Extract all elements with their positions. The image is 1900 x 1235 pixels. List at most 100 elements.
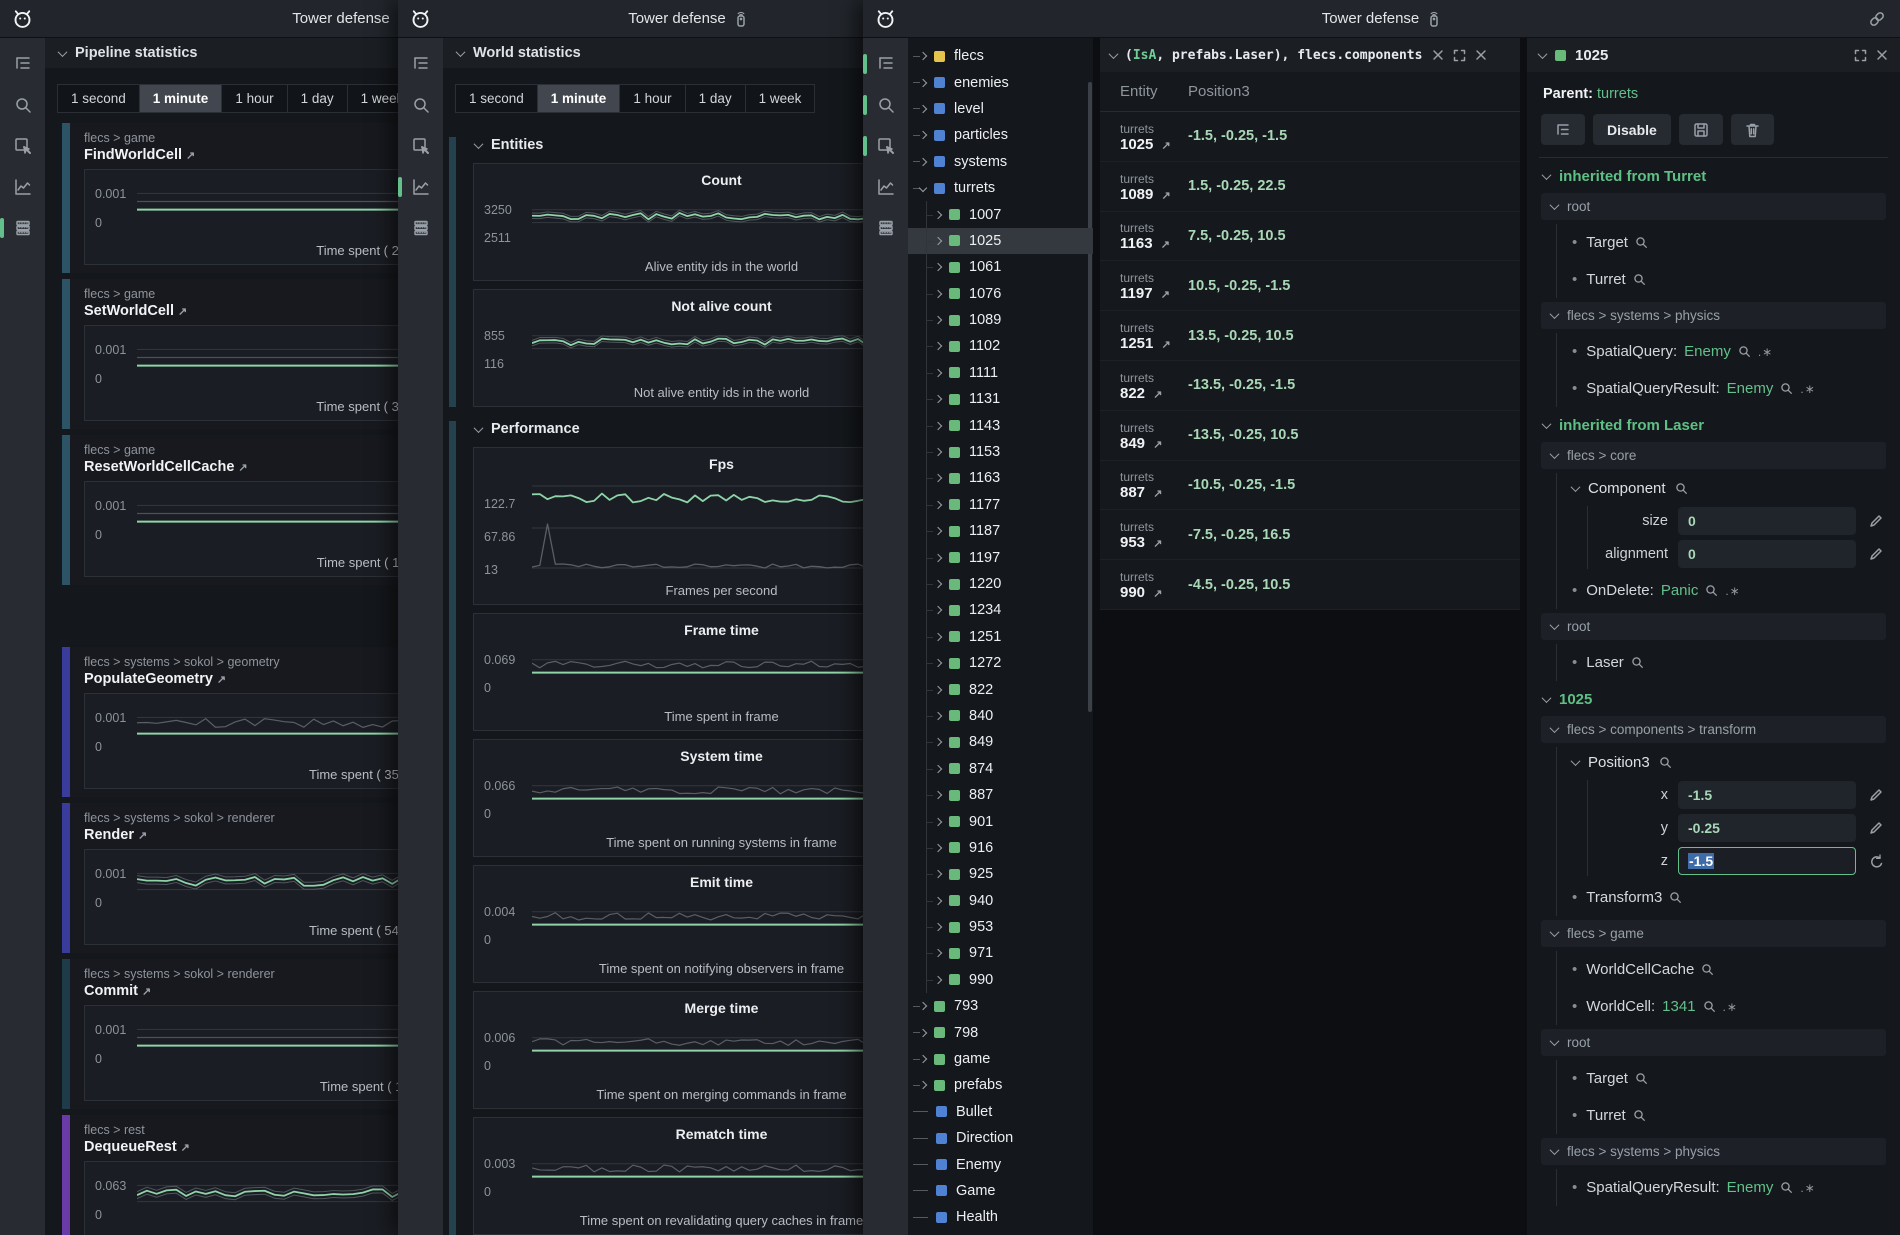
- entity-link[interactable]: 822 ↗: [1120, 384, 1163, 402]
- component-item[interactable]: • SpatialQuery: Enemy .∗: [1572, 343, 1774, 360]
- tree-item-953[interactable]: 953: [908, 913, 1093, 941]
- tree-item-particles[interactable]: particles: [908, 122, 1093, 148]
- table-row[interactable]: turrets 822 ↗ -13.5, -0.25, -1.5: [1100, 361, 1520, 411]
- chart-icon[interactable]: [874, 175, 898, 199]
- component-item[interactable]: • WorldCellCache: [1572, 951, 1886, 988]
- tab-1-hour[interactable]: 1 hour: [222, 85, 288, 112]
- search-icon[interactable]: [1659, 756, 1672, 769]
- tree-item-840[interactable]: 840: [908, 702, 1093, 730]
- inherit-section-header[interactable]: 1025: [1541, 691, 1886, 708]
- tab-1-hour[interactable]: 1 hour: [620, 85, 686, 112]
- tree-icon[interactable]: [863, 52, 898, 76]
- disable-button[interactable]: Disable: [1593, 114, 1671, 145]
- scope-section-bar[interactable]: flecs > systems > physics: [1541, 302, 1886, 329]
- tree-item-1197[interactable]: 1197: [908, 544, 1093, 571]
- tree-item-1251[interactable]: 1251: [908, 623, 1093, 650]
- component-Position3[interactable]: Position3: [1570, 747, 1886, 777]
- search-icon[interactable]: [1738, 345, 1751, 358]
- target-entity-link[interactable]: Panic: [1660, 582, 1699, 599]
- tree-item-925[interactable]: 925: [908, 861, 1093, 888]
- tree-item-1025[interactable]: 1025: [908, 227, 1093, 255]
- component-item[interactable]: • Turret: [1572, 261, 1886, 298]
- tree-icon[interactable]: [11, 52, 35, 76]
- search-icon[interactable]: [1635, 236, 1648, 249]
- field-input[interactable]: 0: [1678, 540, 1856, 568]
- system-name-link[interactable]: ResetWorldCellCache ↗: [84, 459, 248, 475]
- entity-link[interactable]: 1025 ↗: [1120, 135, 1171, 153]
- entity-link[interactable]: 953 ↗: [1120, 534, 1163, 552]
- tab-1-minute[interactable]: 1 minute: [537, 85, 621, 112]
- entity-link[interactable]: 887 ↗: [1120, 484, 1163, 502]
- tree-item-Health[interactable]: Health: [908, 1204, 1093, 1230]
- system-name-link[interactable]: FindWorldCell ↗: [84, 147, 196, 163]
- fullscreen-icon[interactable]: [1453, 49, 1466, 62]
- chart-icon[interactable]: [398, 175, 433, 199]
- inspect-icon[interactable]: [11, 134, 35, 158]
- system-name-link[interactable]: DequeueRest ↗: [84, 1139, 190, 1155]
- tree-item-1007[interactable]: 1007: [908, 201, 1093, 228]
- query-header[interactable]: (IsA, prefabs.Laser), flecs.components: [1100, 38, 1520, 72]
- tab-1-week[interactable]: 1 week: [758, 91, 802, 106]
- tree-item-901[interactable]: 901: [908, 808, 1093, 835]
- component-Component[interactable]: Component: [1570, 473, 1886, 503]
- target-entity-link[interactable]: Enemy: [1726, 1179, 1774, 1196]
- clear-query-icon[interactable]: [1432, 49, 1444, 61]
- edit-pencil-icon[interactable]: [1866, 547, 1886, 561]
- search-icon[interactable]: [1675, 482, 1688, 495]
- tree-item-turrets[interactable]: turrets: [908, 175, 1093, 201]
- tree-item-game[interactable]: game: [908, 1046, 1093, 1072]
- tab-1-second[interactable]: 1 second: [58, 85, 140, 112]
- delete-button[interactable]: [1730, 114, 1774, 145]
- tree-item-1111[interactable]: 1111: [908, 359, 1093, 387]
- tree-item-1131[interactable]: 1131: [908, 386, 1093, 413]
- component-item[interactable]: • WorldCell: 1341 .∗: [1572, 998, 1738, 1015]
- tree-icon[interactable]: [409, 52, 433, 76]
- entity-link[interactable]: 1251 ↗: [1120, 335, 1171, 353]
- component-item[interactable]: • Transform3: [1572, 879, 1886, 916]
- tree-item-940[interactable]: 940: [908, 887, 1093, 914]
- search-icon[interactable]: [1631, 656, 1644, 669]
- table-row[interactable]: turrets 1089 ↗ 1.5, -0.25, 22.5: [1100, 162, 1520, 212]
- column-position3[interactable]: Position3: [1188, 83, 1250, 100]
- tab-1-day[interactable]: 1 day: [288, 85, 348, 112]
- tree-item-874[interactable]: 874: [908, 755, 1093, 782]
- edit-pencil-icon[interactable]: [1866, 821, 1886, 835]
- tree-item-1163[interactable]: 1163: [908, 465, 1093, 492]
- tree-item-793[interactable]: 793: [908, 993, 1093, 1019]
- target-entity-link[interactable]: 1341: [1662, 998, 1696, 1015]
- table-row[interactable]: turrets 1251 ↗ 13.5, -0.25, 10.5: [1100, 311, 1520, 361]
- system-name-link[interactable]: PopulateGeometry ↗: [84, 671, 227, 687]
- tree-item-1272[interactable]: 1272: [908, 649, 1093, 677]
- search-icon[interactable]: [409, 93, 433, 117]
- system-name-link[interactable]: SetWorldCell ↗: [84, 303, 188, 319]
- system-name-link[interactable]: Commit ↗: [84, 983, 152, 999]
- entity-link[interactable]: 1089 ↗: [1120, 185, 1171, 203]
- component-item[interactable]: • SpatialQueryResult: Enemy .∗: [1572, 380, 1816, 397]
- entity-link[interactable]: 1163 ↗: [1120, 235, 1170, 253]
- tree-item-flecs[interactable]: flecs: [908, 43, 1093, 69]
- undo-icon[interactable]: [1866, 854, 1886, 868]
- scope-section-bar[interactable]: flecs > game: [1541, 920, 1886, 947]
- tree-item-systems[interactable]: systems: [908, 149, 1093, 175]
- tree-item-Enemy[interactable]: Enemy: [908, 1151, 1093, 1177]
- inspect-icon[interactable]: [409, 134, 433, 158]
- tree-item-Game[interactable]: Game: [908, 1178, 1093, 1204]
- tree-item-Direction[interactable]: Direction: [908, 1125, 1093, 1151]
- column-entity[interactable]: Entity: [1120, 83, 1158, 100]
- tab-1-week[interactable]: 1 week: [360, 91, 404, 106]
- entity-link[interactable]: 990 ↗: [1120, 584, 1163, 602]
- search-icon[interactable]: [11, 93, 35, 117]
- tree-item-Bullet[interactable]: Bullet: [908, 1099, 1093, 1125]
- component-item[interactable]: • OnDelete: Panic .∗: [1572, 582, 1741, 599]
- parent-link[interactable]: turrets: [1597, 86, 1639, 102]
- tree-item-1089[interactable]: 1089: [908, 306, 1093, 334]
- component-item[interactable]: • Target: [1572, 224, 1886, 261]
- edit-pencil-icon[interactable]: [1866, 788, 1886, 802]
- table-row[interactable]: turrets 1163 ↗ 7.5, -0.25, 10.5: [1100, 212, 1520, 262]
- table-row[interactable]: turrets 1025 ↗ -1.5, -0.25, -1.5: [1100, 112, 1520, 162]
- table-row[interactable]: turrets 1197 ↗ 10.5, -0.25, -1.5: [1100, 261, 1520, 312]
- tree-item-level[interactable]: level: [908, 96, 1093, 122]
- group-header[interactable]: Performance: [473, 421, 970, 437]
- tree-item-971[interactable]: 971: [908, 940, 1093, 967]
- entity-link[interactable]: 1197 ↗: [1120, 285, 1170, 303]
